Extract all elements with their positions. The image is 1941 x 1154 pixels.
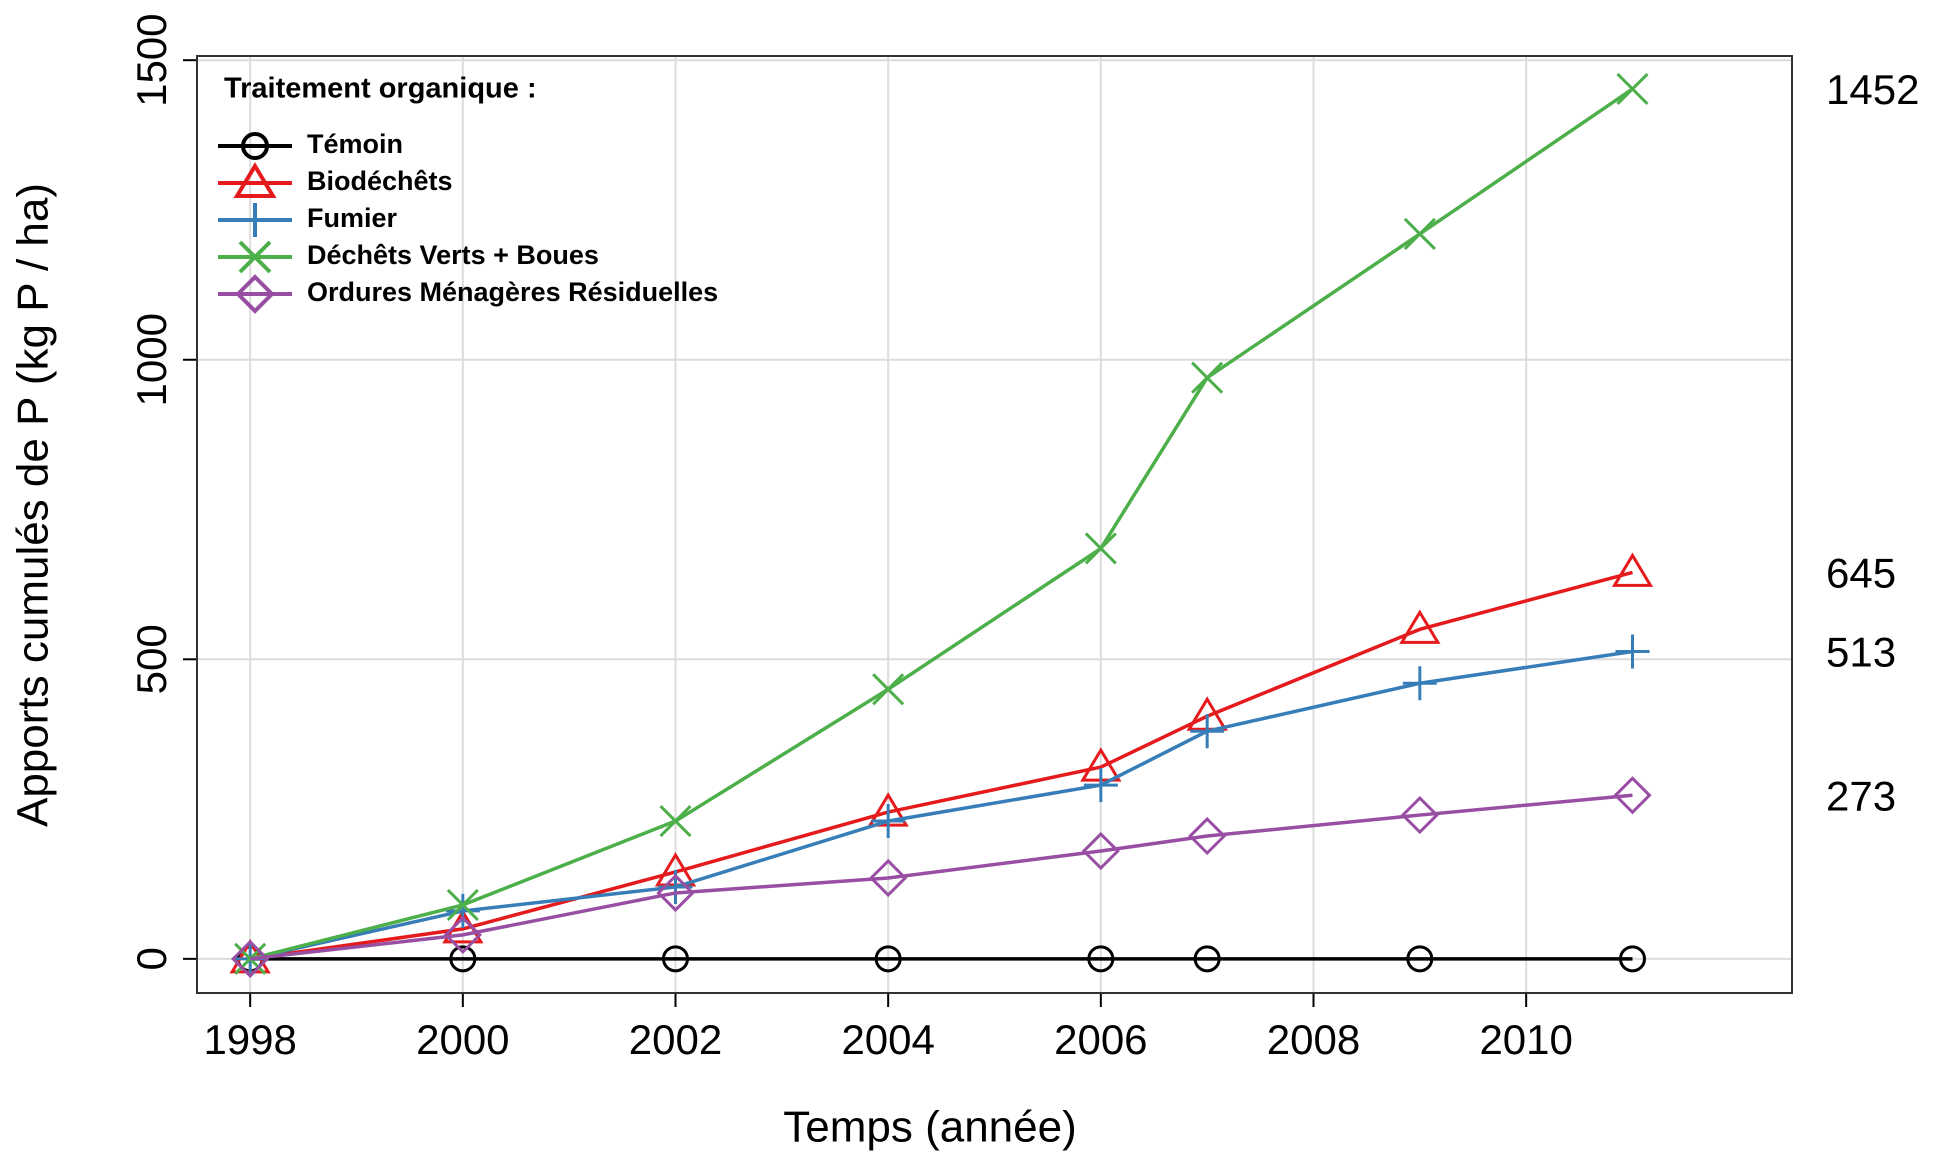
x-tick-label: 2010 — [1479, 1016, 1572, 1063]
y-tick-label: 0 — [128, 947, 175, 970]
marker — [872, 673, 905, 706]
marker — [1083, 768, 1118, 803]
marker — [874, 945, 902, 973]
y-tick-label: 1500 — [128, 13, 175, 106]
x-tick-label: 2002 — [629, 1016, 722, 1063]
marker — [1084, 532, 1117, 565]
end-label: 645 — [1826, 550, 1896, 597]
y-axis-label: Apports cumulés de P (kg P / ha) — [9, 183, 58, 827]
end-label: 1452 — [1826, 66, 1919, 113]
marker — [449, 945, 477, 973]
marker — [1403, 217, 1436, 250]
marker — [1081, 831, 1120, 871]
marker — [1191, 361, 1224, 394]
marker — [231, 939, 270, 978]
marker — [445, 893, 480, 928]
legend-label: Ordures Ménagères Résiduelles — [307, 277, 718, 307]
marker — [1190, 714, 1225, 749]
plot-frame — [196, 55, 1793, 994]
series-line — [249, 649, 1633, 961]
marker — [238, 203, 272, 237]
marker — [1193, 945, 1221, 973]
marker — [241, 132, 269, 160]
marker — [446, 888, 479, 921]
marker — [1616, 72, 1649, 106]
marker — [1611, 552, 1654, 587]
x-tick-label: 2004 — [841, 1016, 934, 1063]
y-tick-label: 1000 — [128, 313, 175, 406]
legend-title: Traitement organique : — [224, 73, 537, 105]
marker — [659, 804, 692, 838]
marker — [1615, 634, 1650, 669]
series-line — [249, 87, 1634, 961]
series-line — [249, 570, 1633, 961]
x-tick-label: 2008 — [1267, 1016, 1360, 1063]
series-line — [249, 793, 1633, 961]
marker — [1613, 776, 1652, 815]
x-tick-label: 2006 — [1054, 1016, 1147, 1063]
end-label: 273 — [1826, 772, 1896, 819]
x-axis-label: Temps (année) — [783, 1103, 1076, 1152]
x-tick-label: 2000 — [416, 1016, 509, 1063]
marker — [1087, 945, 1115, 973]
x-tick-label: 1998 — [203, 1016, 296, 1063]
marker — [1399, 609, 1441, 644]
legend-label: Déchêts Verts + Boues — [307, 240, 599, 270]
marker — [1619, 945, 1646, 973]
marker — [871, 804, 906, 839]
marker — [869, 858, 908, 898]
marker — [1406, 945, 1434, 973]
end-label: 513 — [1826, 629, 1896, 676]
legend-label: Biodéchêts — [307, 166, 453, 196]
marker — [238, 240, 272, 274]
marker — [662, 945, 689, 973]
marker — [235, 274, 275, 314]
legend-label: Témoin — [307, 129, 403, 159]
marker — [1188, 816, 1227, 856]
marker — [233, 162, 277, 198]
marker — [1400, 795, 1439, 835]
marker — [656, 873, 695, 913]
marker — [443, 915, 482, 955]
legend-label: Fumier — [307, 203, 398, 233]
marker — [1402, 666, 1437, 701]
y-tick-label: 500 — [128, 624, 175, 694]
